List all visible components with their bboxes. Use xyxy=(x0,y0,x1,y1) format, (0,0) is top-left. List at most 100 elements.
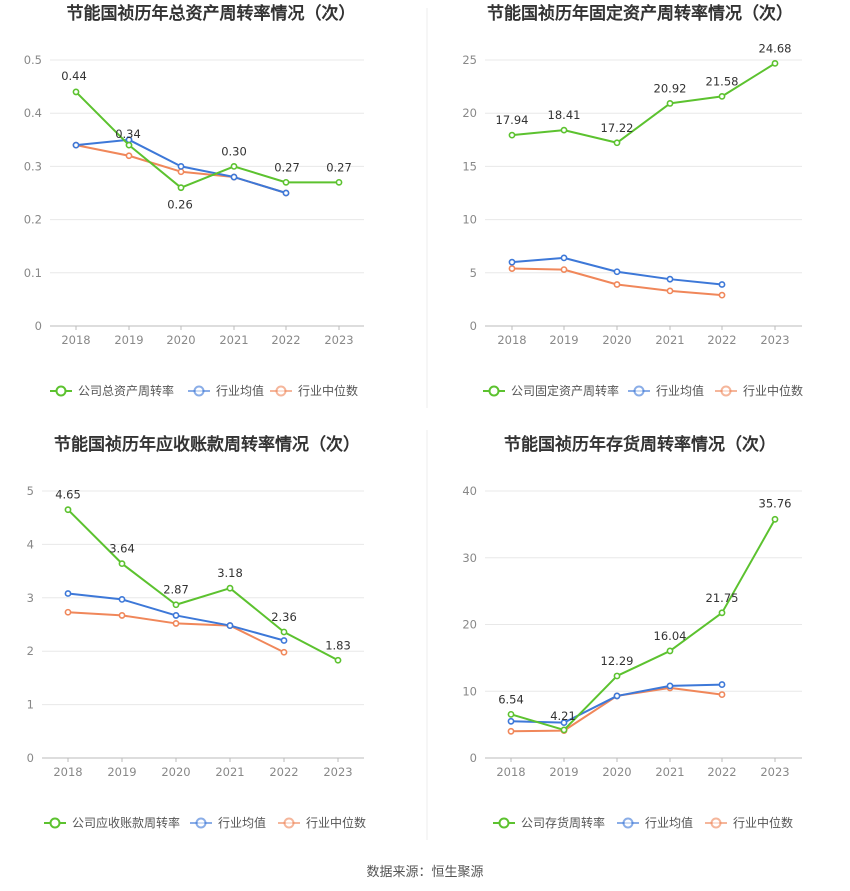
data-point-avg[interactable] xyxy=(507,717,515,725)
x-tick-label: 2023 xyxy=(760,333,789,347)
series-line-company xyxy=(67,508,339,662)
data-point-median[interactable] xyxy=(177,168,185,176)
data-point-company[interactable] xyxy=(507,710,515,718)
data-point-median[interactable] xyxy=(666,287,674,295)
data-label: 2.36 xyxy=(271,610,297,624)
data-point-company[interactable] xyxy=(125,141,133,149)
data-point-median[interactable] xyxy=(280,648,288,656)
legend-item-company[interactable]: 公司应收账款周转率 xyxy=(44,815,180,830)
x-tick-label: 2020 xyxy=(161,765,190,779)
data-point-median[interactable] xyxy=(172,620,180,627)
data-point-company[interactable] xyxy=(666,647,674,655)
data-point-median[interactable] xyxy=(64,608,72,616)
series-line-company xyxy=(75,91,339,189)
data-point-avg[interactable] xyxy=(560,719,568,727)
data-point-avg[interactable] xyxy=(118,596,126,603)
legend-item-median[interactable]: 行业中位数 xyxy=(278,815,366,830)
data-point-avg[interactable] xyxy=(172,612,180,619)
data-point-median[interactable] xyxy=(508,265,516,272)
data-point-company[interactable] xyxy=(226,584,234,592)
data-point-median[interactable] xyxy=(507,727,515,735)
y-tick-label: 5 xyxy=(27,484,34,498)
data-point-company[interactable] xyxy=(177,184,185,192)
legend-label: 行业中位数 xyxy=(743,383,803,398)
data-point-company[interactable] xyxy=(666,100,674,107)
legend-item-median[interactable]: 行业中位数 xyxy=(270,383,358,398)
x-tick-label: 2022 xyxy=(271,333,300,347)
data-point-avg[interactable] xyxy=(613,692,621,700)
data-point-median[interactable] xyxy=(718,691,726,698)
legend-item-company[interactable]: 公司固定资产周转率 xyxy=(483,383,619,398)
data-point-avg[interactable] xyxy=(177,162,185,170)
data-label: 35.76 xyxy=(759,496,792,510)
data-point-company[interactable] xyxy=(172,601,180,609)
legend-item-company[interactable]: 公司存货周转率 xyxy=(493,815,605,830)
data-point-median[interactable] xyxy=(718,291,726,299)
data-point-company[interactable] xyxy=(64,506,72,514)
data-point-median[interactable] xyxy=(118,612,126,619)
data-point-median[interactable] xyxy=(613,281,621,288)
data-point-avg[interactable] xyxy=(64,590,72,597)
data-point-avg[interactable] xyxy=(666,682,674,690)
y-tick-label: 40 xyxy=(462,484,477,498)
y-tick-label: 0 xyxy=(470,319,477,333)
legend-item-avg[interactable]: 行业均值 xyxy=(628,383,704,398)
legend-swatch-marker xyxy=(193,385,205,397)
y-tick-label: 0.4 xyxy=(24,106,42,120)
legend-swatch-marker xyxy=(195,817,207,829)
legend-item-avg[interactable]: 行业均值 xyxy=(617,815,693,830)
legend-item-avg[interactable]: 行业均值 xyxy=(188,383,264,398)
data-point-company[interactable] xyxy=(718,92,726,100)
y-tick-label: 1 xyxy=(27,698,34,712)
data-point-company[interactable] xyxy=(560,726,568,734)
data-point-median[interactable] xyxy=(125,152,133,160)
x-tick-label: 2018 xyxy=(496,765,525,779)
data-label: 0.34 xyxy=(115,127,141,141)
data-point-company[interactable] xyxy=(613,139,621,147)
data-point-avg[interactable] xyxy=(280,637,288,644)
legend-item-median[interactable]: 行业中位数 xyxy=(715,383,803,398)
x-tick-label: 2019 xyxy=(114,333,143,347)
data-point-company[interactable] xyxy=(508,131,516,139)
data-point-company[interactable] xyxy=(282,178,290,186)
data-point-avg[interactable] xyxy=(508,258,516,266)
data-point-avg[interactable] xyxy=(226,622,234,629)
data-point-median[interactable] xyxy=(560,266,568,274)
data-point-avg[interactable] xyxy=(560,254,568,262)
data-point-company[interactable] xyxy=(771,515,779,523)
x-tick-label: 2023 xyxy=(760,765,789,779)
data-point-avg[interactable] xyxy=(666,275,674,283)
data-label: 0.44 xyxy=(61,69,87,83)
data-point-company[interactable] xyxy=(230,162,238,170)
data-label: 18.41 xyxy=(548,108,581,122)
chart-panel-1: 节能国祯历年总资产周转率情况（次） 0 0.1 0.2 0.3 0.4 0.5 2018 201… xyxy=(24,3,364,398)
chart-panel-3: 节能国祯历年应收账款周转率情况（次） 0 1 2 3 4 5 2018 2019 2020 2021… xyxy=(27,434,366,830)
legend-item-company[interactable]: 公司总资产周转率 xyxy=(50,383,174,398)
legend-swatch-marker xyxy=(275,385,287,397)
legend-item-avg[interactable]: 行业均值 xyxy=(190,815,266,830)
data-point-avg[interactable] xyxy=(282,189,290,197)
data-point-company[interactable] xyxy=(280,628,288,636)
y-tick-label: 30 xyxy=(462,551,477,565)
data-point-company[interactable] xyxy=(118,560,126,568)
data-source: 数据来源：恒生聚源 xyxy=(366,865,483,880)
y-tick-label: 0 xyxy=(470,751,477,765)
data-point-company[interactable] xyxy=(613,672,621,680)
data-point-company[interactable] xyxy=(334,656,342,664)
data-point-company[interactable] xyxy=(335,178,343,186)
data-point-company[interactable] xyxy=(718,609,726,617)
data-point-avg[interactable] xyxy=(230,173,238,181)
x-tick-label: 2022 xyxy=(707,333,736,347)
data-point-avg[interactable] xyxy=(718,681,726,688)
data-point-company[interactable] xyxy=(72,88,80,96)
data-point-company[interactable] xyxy=(771,60,779,67)
data-point-avg[interactable] xyxy=(718,281,726,288)
data-point-avg[interactable] xyxy=(613,268,621,276)
legend-item-median[interactable]: 行业中位数 xyxy=(705,815,793,830)
data-point-avg[interactable] xyxy=(72,141,80,149)
y-tick-label: 5 xyxy=(470,266,477,280)
y-tick-label: 2 xyxy=(27,644,34,658)
data-point-company[interactable] xyxy=(560,126,568,134)
legend-label: 公司固定资产周转率 xyxy=(511,383,619,398)
